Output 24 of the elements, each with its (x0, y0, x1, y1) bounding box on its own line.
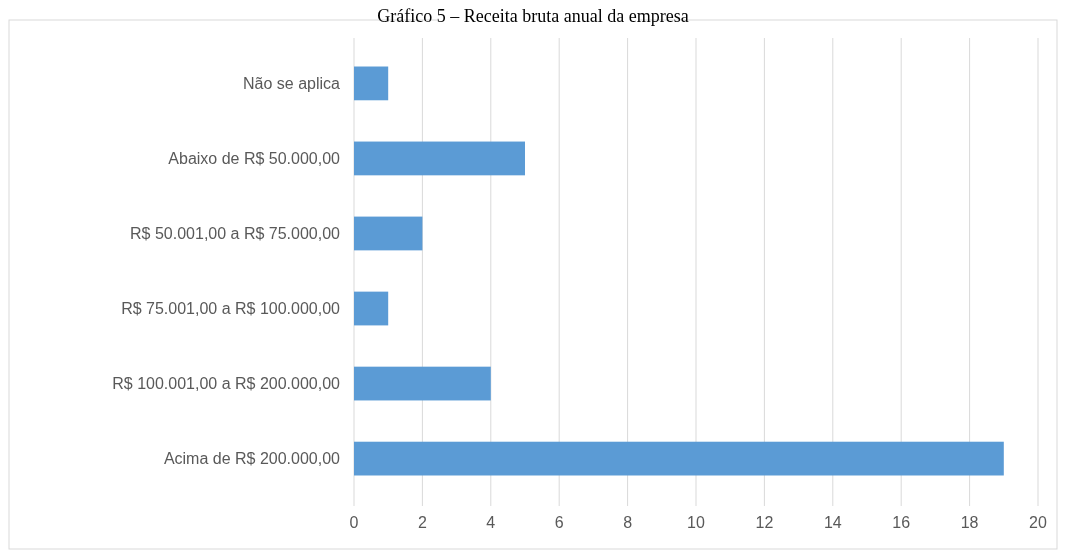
y-tick-label: Acima de R$ 200.000,00 (163, 450, 341, 468)
x-tick-label: 4 (486, 514, 496, 531)
bar (354, 66, 389, 101)
x-tick-label: 2 (417, 514, 427, 531)
y-tick-label: R$ 75.001,00 a R$ 100.000,00 (121, 300, 341, 318)
y-tick-label: Não se aplica (243, 75, 341, 92)
x-tick-label: 20 (1029, 514, 1047, 531)
bar (354, 366, 491, 401)
y-tick-label: R$ 50.001,00 a R$ 75.000,00 (130, 225, 341, 243)
x-tick-label: 16 (892, 514, 911, 531)
x-tick-label: 6 (554, 514, 564, 531)
y-tick-label: R$ 100.001,00 a R$ 200.000,00 (112, 375, 341, 393)
x-tick-label: 10 (687, 514, 705, 531)
y-tick-label: Abaixo de R$ 50.000,00 (168, 150, 341, 168)
bar (354, 291, 389, 326)
chart-title: Gráfico 5 – Receita bruta anual da empresa (377, 6, 689, 26)
bar (354, 141, 525, 176)
x-tick-label: 8 (623, 514, 633, 531)
x-tick-label: 0 (349, 514, 359, 531)
x-tick-label: 18 (960, 514, 979, 531)
bar (354, 441, 1004, 476)
bar (354, 216, 423, 251)
x-tick-label: 12 (755, 514, 774, 531)
x-tick-label: 14 (823, 514, 842, 531)
